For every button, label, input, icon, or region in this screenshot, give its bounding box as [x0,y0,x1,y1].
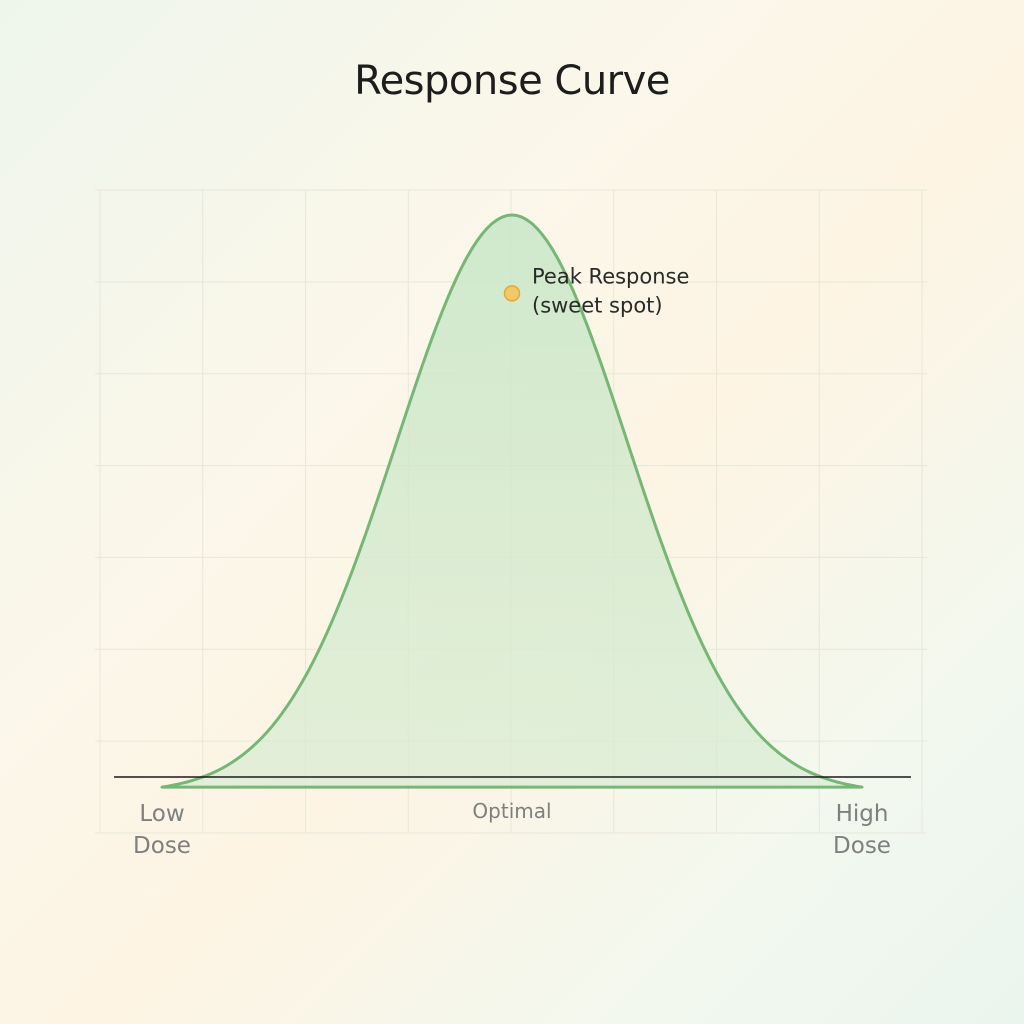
x-tick-label: High Dose [833,801,891,859]
response-curve-area [160,213,864,789]
x-tick-label: Low Dose [133,801,191,859]
x-tick-label: Optimal [472,799,551,823]
x-tick-label-line: Dose [833,833,891,859]
peak-annotation-line: (sweet spot) [532,293,663,317]
x-tick-label-line: Optimal [472,799,551,823]
x-tick-label-line: Low [139,801,184,827]
peak-annotation: Peak Response (sweet spot) [532,264,689,317]
peak-point [503,285,521,302]
peak-annotation-line: Peak Response [532,264,689,288]
tick-labels: Low Dose Optimal High Dose [133,799,891,859]
x-tick-label-line: High [836,801,889,827]
chart-title: Response Curve [354,58,670,104]
plot-area: Peak Response (sweet spot) [114,213,911,789]
x-tick-label-line: Dose [133,833,191,859]
